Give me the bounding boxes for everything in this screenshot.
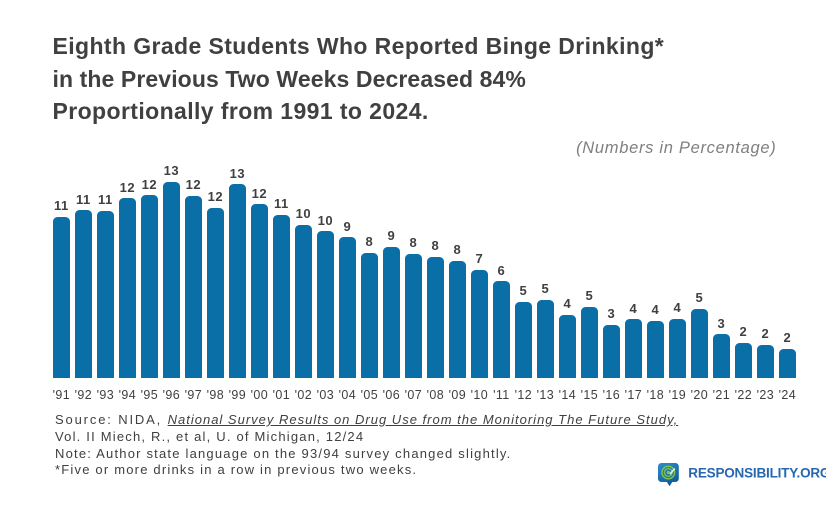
svg-text:RESPONSIBILITY.ORG: RESPONSIBILITY.ORG [688, 465, 826, 480]
